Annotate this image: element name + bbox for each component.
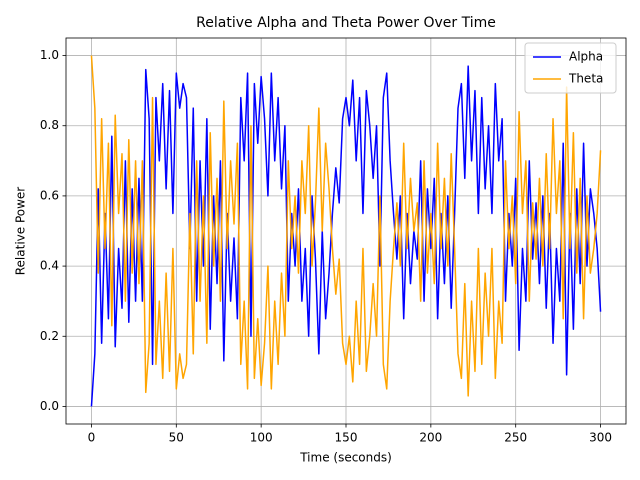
y-tick-label: 0.6 bbox=[40, 188, 59, 202]
line-series bbox=[90, 55, 602, 397]
x-tick-label: 300 bbox=[589, 431, 612, 445]
y-tick-label: 0.0 bbox=[40, 399, 59, 413]
x-tick-label: 150 bbox=[335, 431, 358, 445]
y-tick-label: 0.2 bbox=[40, 329, 59, 343]
x-tick-label: 100 bbox=[250, 431, 273, 445]
chart-title: Relative Alpha and Theta Power Over Time bbox=[196, 15, 496, 31]
plot-frame bbox=[65, 37, 627, 425]
legend-label: Theta bbox=[568, 72, 603, 86]
legend-box bbox=[524, 42, 617, 94]
x-tick-label: 250 bbox=[504, 431, 527, 445]
y-tick-label: 1.0 bbox=[40, 48, 59, 62]
x-axis-label: Time (seconds) bbox=[299, 451, 392, 465]
y-tick-label: 0.4 bbox=[40, 259, 59, 273]
y-axis-label: Relative Power bbox=[14, 187, 28, 276]
legend-label: Alpha bbox=[569, 50, 603, 64]
x-tick-label: 0 bbox=[88, 431, 96, 445]
line-series bbox=[90, 65, 602, 407]
x-tick-label: 50 bbox=[169, 431, 184, 445]
x-tick-label: 200 bbox=[419, 431, 442, 445]
y-tick-label: 0.8 bbox=[40, 118, 59, 132]
